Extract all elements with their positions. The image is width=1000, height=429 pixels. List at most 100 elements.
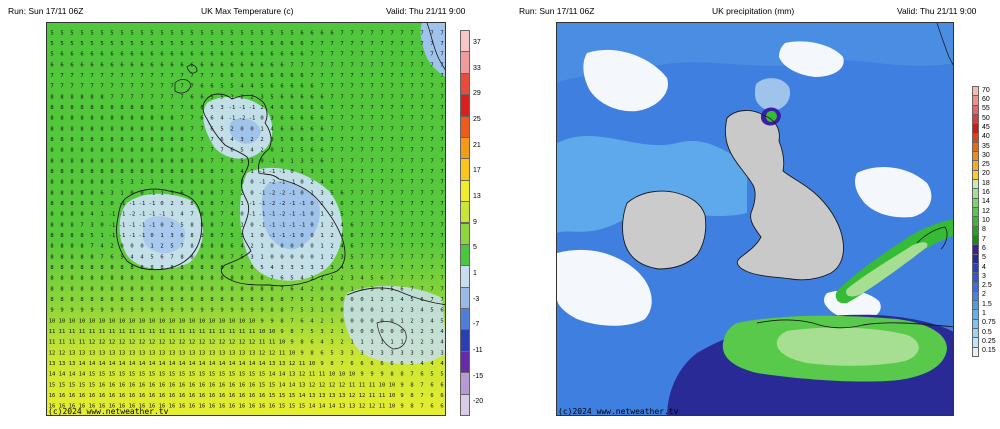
temperature-grid-value: 16 xyxy=(59,393,66,399)
temperature-grid-value: 7 xyxy=(390,126,393,132)
temperature-grid-value: 7 xyxy=(350,52,353,58)
temperature-grid-value: 14 xyxy=(269,372,276,378)
temperature-grid-value: 3 xyxy=(260,94,263,100)
temperature-grid-value: 16 xyxy=(99,393,106,399)
temperature-grid-value: 7 xyxy=(210,158,213,164)
temperature-grid-value: 13 xyxy=(69,350,76,356)
temperature-grid-value: 6 xyxy=(220,137,223,143)
temperature-grid-value: 16 xyxy=(79,393,86,399)
clear-area-atlantic xyxy=(557,249,652,326)
temperature-grid-value: -1 xyxy=(119,212,126,218)
temperature-grid-value: 7 xyxy=(430,233,433,239)
temperature-grid-value: -1 xyxy=(119,222,126,228)
temperature-grid-value: 7 xyxy=(420,41,423,47)
temperature-grid-value: 5 xyxy=(90,30,93,36)
temperature-grid-value: 8 xyxy=(70,137,73,143)
temperature-grid-value: 3 xyxy=(150,180,153,186)
temperature-grid-value: 6 xyxy=(270,73,273,79)
temperature-grid-value: 8 xyxy=(180,137,183,143)
temperature-grid-value: 6 xyxy=(200,62,203,68)
precipitation-map[interactable] xyxy=(556,22,954,416)
temperature-grid-value: 15 xyxy=(139,372,146,378)
legend-label: 55 xyxy=(982,105,990,113)
temperature-grid-value: 8 xyxy=(200,212,203,218)
temperature-grid-value: 8 xyxy=(150,105,153,111)
temperature-grid-value: 7 xyxy=(410,126,413,132)
temperature-grid-value: -2 xyxy=(279,212,286,218)
temperature-grid-value: 7 xyxy=(440,201,443,207)
temperature-grid-value: 6 xyxy=(240,62,243,68)
temperature-grid-value: 4 xyxy=(330,201,334,207)
temperature-grid-value: 3 xyxy=(350,276,353,282)
temperature-grid-value: 8 xyxy=(90,137,93,143)
temperature-grid-value: 8 xyxy=(70,222,73,228)
temperature-grid-value: 14 xyxy=(149,361,156,367)
temperature-grid-value: 8 xyxy=(150,169,153,175)
temperature-grid-value: 6 xyxy=(130,52,133,58)
temperature-grid-value: 1 xyxy=(400,340,403,346)
temperature-grid-value: 8 xyxy=(60,254,63,260)
temperature-grid-value: 9 xyxy=(260,308,263,314)
temperature-grid-value: 1 xyxy=(350,340,353,346)
temperature-grid-value: 8 xyxy=(130,169,133,175)
temperature-grid-value: 5 xyxy=(310,158,313,164)
temperature-grid-value: 12 xyxy=(329,382,336,388)
temperature-grid-value: -1 xyxy=(269,212,276,218)
temperature-grid-value: 7 xyxy=(390,212,393,218)
temperature-grid-value: 8 xyxy=(80,116,83,122)
temperature-grid-value: 1 xyxy=(380,340,383,346)
temperature-grid-value: 8 xyxy=(260,297,263,303)
temperature-grid-value: 14 xyxy=(59,372,66,378)
temperature-grid-value: 7 xyxy=(400,84,403,90)
southern-heavy-band-core xyxy=(776,327,919,366)
temperature-grid-value: 11 xyxy=(219,329,226,335)
temperature-grid-value: 13 xyxy=(299,382,306,388)
temperature-grid-value: 8 xyxy=(220,276,223,282)
temperature-grid-value: -1 xyxy=(149,212,156,218)
france-cold-region xyxy=(343,285,445,365)
temperature-grid-value: 7 xyxy=(370,212,373,218)
temperature-grid-value: 8 xyxy=(200,254,203,260)
temperature-grid-value: 1 xyxy=(320,212,323,218)
temperature-grid-value: 8 xyxy=(80,137,83,143)
temperature-grid-value: 5 xyxy=(130,30,133,36)
left-map-title: UK Max Temperature (c) xyxy=(201,6,294,16)
temperature-grid-value: 7 xyxy=(430,62,433,68)
temperature-grid-value: 5 xyxy=(100,41,103,47)
temperature-grid-value: 8 xyxy=(190,180,193,186)
temperature-grid-value: 6 xyxy=(200,94,203,100)
temperature-grid-value: 7 xyxy=(130,73,133,79)
temperature-grid-value: 16 xyxy=(119,382,126,388)
temperature-grid-value: 5 xyxy=(240,254,243,260)
temperature-grid-value: 11 xyxy=(99,329,106,335)
temperature-grid-value: 3 xyxy=(310,265,313,271)
temperature-grid-value: 11 xyxy=(49,329,56,335)
temperature-grid-value: 8 xyxy=(50,244,53,250)
temperature-grid-value: 8 xyxy=(190,233,193,239)
temperature-grid-value: 8 xyxy=(80,265,83,271)
temperature-grid-value: 8 xyxy=(100,94,103,100)
temperature-grid-value: -1 xyxy=(119,233,126,239)
temperature-grid-value: 2 xyxy=(230,126,233,132)
legend-label: 45 xyxy=(982,123,990,131)
temperature-grid-value: 7 xyxy=(410,62,413,68)
temperature-grid-value: 0 xyxy=(240,126,243,132)
temperature-grid-value: 7 xyxy=(390,180,393,186)
temperature-grid-value: 16 xyxy=(69,393,76,399)
temperature-grid-value: 13 xyxy=(199,350,206,356)
temperature-grid-value: 8 xyxy=(230,297,233,303)
temperature-grid-value: 4 xyxy=(400,297,404,303)
temperature-grid-value: 13 xyxy=(209,350,216,356)
temperature-grid-value: 4 xyxy=(420,361,424,367)
temperature-grid-value: 15 xyxy=(79,382,86,388)
temperature-grid-value: 7 xyxy=(180,73,183,79)
temperature-grid-value: 4 xyxy=(140,254,144,260)
temperature-grid-value: 3 xyxy=(400,350,403,356)
temperature-grid-value: 5 xyxy=(150,30,153,36)
temperature-grid-value: 16 xyxy=(269,404,276,410)
temperature-grid-value: 7 xyxy=(350,212,353,218)
temperature-grid-value: 13 xyxy=(49,361,56,367)
temperature-grid-value: 2 xyxy=(250,244,253,250)
temperature-grid-value: 10 xyxy=(149,318,156,324)
